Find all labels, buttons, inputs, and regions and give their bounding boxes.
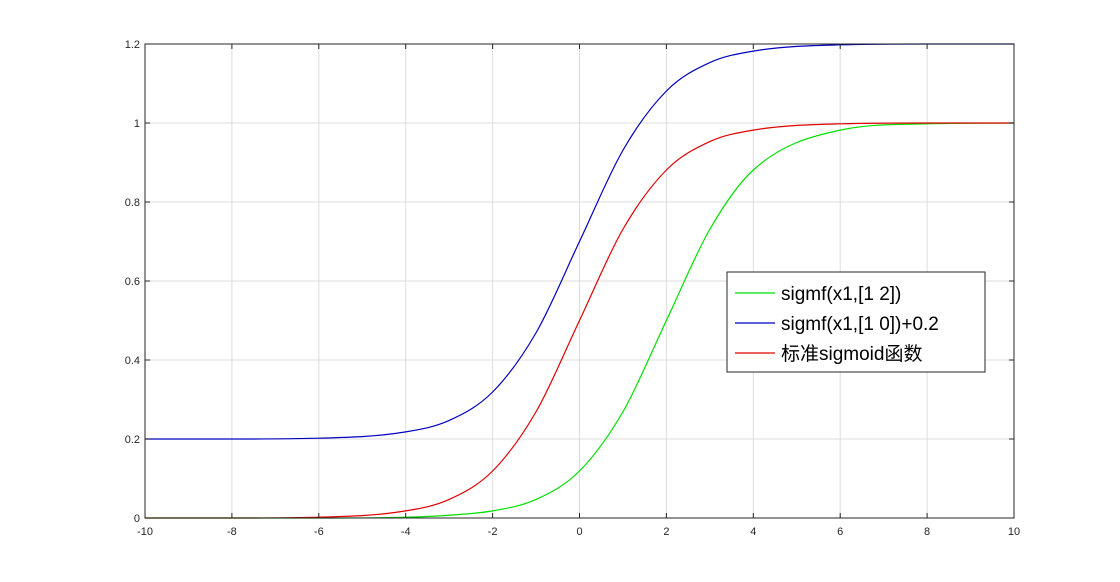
x-tick-label-4: -2 bbox=[488, 526, 498, 538]
legend-label-2: 标准sigmoid函数 bbox=[781, 343, 922, 365]
legend-item-0: sigmf(x1,[1 2]) bbox=[735, 284, 901, 305]
y-tick-label-6: 1.2 bbox=[125, 39, 140, 51]
x-tick-label-0: -10 bbox=[137, 526, 153, 538]
series-line-2 bbox=[145, 122, 1014, 519]
x-tick-label-9: 8 bbox=[924, 526, 930, 538]
x-tick-label-8: 6 bbox=[837, 526, 843, 538]
x-tick-label-1: -8 bbox=[227, 526, 237, 538]
legend-label-0: sigmf(x1,[1 2]) bbox=[781, 284, 901, 305]
legend-label-1: sigmf(x1,[1 0])+0.2 bbox=[781, 314, 939, 335]
y-tick-label-5: 1 bbox=[134, 118, 140, 130]
x-tick-label-2: -6 bbox=[314, 526, 324, 538]
legend-item-2: 标准sigmoid函数 bbox=[735, 343, 922, 365]
legend-box bbox=[726, 271, 986, 373]
y-tick-label-4: 0.8 bbox=[125, 197, 140, 209]
legend-item-1: sigmf(x1,[1 0])+0.2 bbox=[735, 314, 939, 335]
x-tick-label-5: 0 bbox=[576, 526, 582, 538]
series-line-1 bbox=[145, 43, 1014, 440]
y-tick-label-0: 0 bbox=[134, 513, 140, 525]
y-tick-label-2: 0.4 bbox=[125, 355, 140, 367]
x-tick-label-7: 4 bbox=[750, 526, 756, 538]
x-tick-label-10: 10 bbox=[1008, 526, 1020, 538]
x-tick-label-6: 2 bbox=[663, 526, 669, 538]
y-tick-label-3: 0.6 bbox=[125, 276, 140, 288]
ticks: -10 -8 -6 -4 -2 0 2 4 6 8 10 0 0.2 0.4 0.6 0.8 1 1.2 bbox=[125, 39, 1020, 538]
x-tick-label-3: -4 bbox=[401, 526, 411, 538]
legend: sigmf(x1,[1 2]) sigmf(x1,[1 0])+0.2 标准si… bbox=[726, 271, 986, 373]
y-tick-label-1: 0.2 bbox=[125, 434, 140, 446]
